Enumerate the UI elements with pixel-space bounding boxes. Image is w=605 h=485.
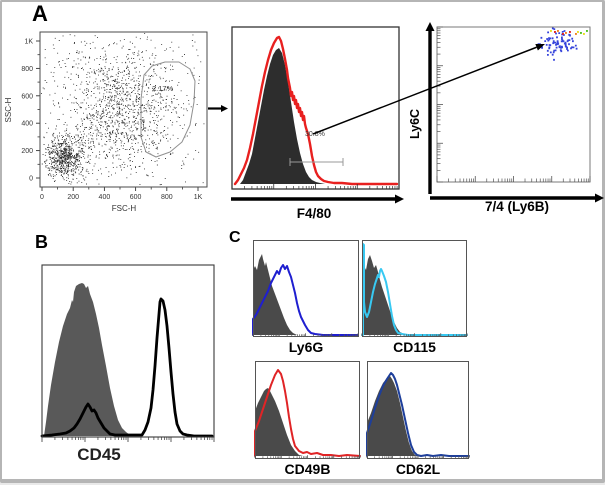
ly6g-plot-box: [253, 240, 359, 337]
svg-text:0: 0: [40, 194, 44, 201]
svg-text:0: 0: [29, 176, 33, 183]
cd49b-curves-layer: [254, 369, 361, 458]
cd45-curves-layer: [40, 283, 215, 442]
svg-text:800: 800: [161, 194, 173, 201]
ly6g-curves-layer: [252, 254, 359, 336]
ly6g-axis-label: Ly6G: [288, 339, 324, 355]
f480-curves-layer: [231, 35, 404, 204]
dotplot-points-layer: [425, 22, 604, 203]
cd45-axis-label: CD45: [77, 445, 120, 464]
cd49b-histogram-plot: [254, 361, 361, 459]
scatter-plot-box: [39, 31, 208, 188]
f480-percent-label: 30.8%: [305, 131, 325, 138]
svg-text:1K: 1K: [24, 39, 33, 46]
ssch-axis-label: SSC-H: [4, 97, 13, 122]
svg-text:600: 600: [130, 194, 142, 201]
cd115-axis-label: CD115: [393, 339, 436, 355]
ly6c-axis-label: Ly6C: [408, 109, 422, 139]
cd45-plot-box: [41, 264, 215, 438]
svg-text:800: 800: [21, 66, 33, 73]
cd49b-axis-label: CD49B: [284, 461, 331, 477]
f480-axis-label: F4/80: [297, 206, 332, 221]
ly6g-histogram-plot: [252, 240, 359, 337]
svg-text:400: 400: [21, 121, 33, 128]
fsch-axis-label: FSC-H: [112, 204, 137, 213]
cd115-curves-layer: [361, 243, 468, 336]
cd62l-plot-box: [367, 361, 469, 459]
gate-percent-label: 2.17%: [152, 84, 174, 93]
cd62l-histogram-plot: [366, 361, 470, 459]
cd115-plot-box: [362, 240, 467, 337]
svg-text:400: 400: [99, 194, 111, 201]
svg-text:200: 200: [21, 148, 33, 155]
panel-c-label: C: [229, 229, 241, 246]
svg-text:1K: 1K: [194, 194, 203, 201]
ly6c-ly6b-dotplot: Ly6C 7/4 (Ly6B): [408, 22, 604, 214]
cd62l-axis-label: CD62L: [395, 461, 441, 477]
cd45-histogram-plot: CD45: [40, 264, 215, 464]
cd49b-plot-box: [255, 361, 360, 459]
ly6b-axis-label: 7/4 (Ly6B): [485, 199, 549, 214]
f480-histogram-plot: 30.8% F4/80: [231, 26, 404, 221]
panel-a-label: A: [32, 1, 48, 26]
svg-text:600: 600: [21, 93, 33, 100]
fsc-ssc-scatter-plot: 0 1K 200 800 400 600 600 400 800 200 1K 0 SSC-H FSC…: [4, 31, 208, 213]
panel-b-label: B: [35, 232, 48, 252]
cd62l-curves-layer: [366, 372, 470, 458]
scatter-points-layer: 0 1K 200 800 400 600 600 400 800 200 1K 0: [21, 33, 205, 201]
svg-text:200: 200: [67, 194, 79, 201]
cd115-histogram-plot: [361, 240, 468, 337]
